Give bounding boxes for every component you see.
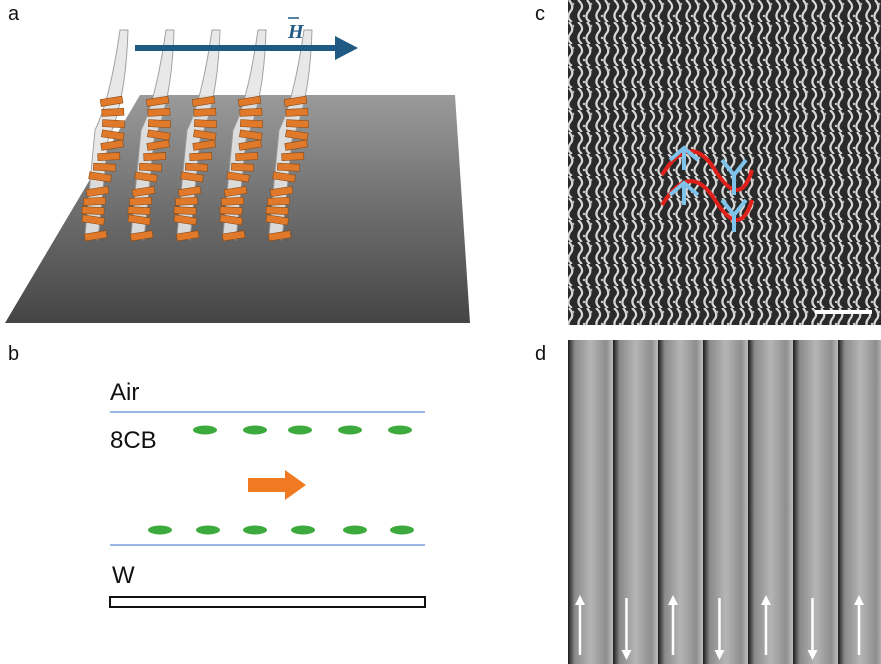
rod [174, 207, 196, 215]
rod [139, 163, 161, 171]
rod [82, 207, 104, 215]
molecule [243, 526, 267, 535]
molecule [390, 526, 414, 535]
molecule [148, 526, 172, 535]
stripe [748, 340, 793, 664]
molecule [288, 426, 312, 435]
rod [102, 108, 124, 116]
layer-label: Air [110, 379, 139, 406]
rod [129, 197, 151, 205]
rod [175, 197, 197, 205]
rod [148, 120, 170, 128]
panel-label: b [8, 343, 19, 365]
rod [190, 152, 212, 160]
layer-label: 8CB [110, 427, 157, 454]
molecule [291, 526, 315, 535]
rod [277, 163, 299, 171]
rod [144, 152, 166, 160]
stripes [568, 340, 881, 664]
rod [286, 108, 308, 116]
rod [185, 163, 207, 171]
page: {"panels": [ {"label": "a", "annotation"… [0, 0, 881, 664]
layer-label: W [112, 562, 135, 589]
molecule [196, 526, 220, 535]
panel-label: d [535, 343, 546, 365]
rod [282, 152, 304, 160]
rod [220, 207, 242, 215]
rod [267, 197, 289, 205]
rod [148, 108, 170, 116]
rod [194, 108, 216, 116]
field-arrowhead [335, 36, 358, 60]
rod [221, 197, 243, 205]
rod [83, 197, 105, 205]
rod [128, 207, 150, 215]
molecule [343, 526, 367, 535]
rod [102, 120, 124, 128]
molecule [243, 426, 267, 435]
panel-label: c [535, 3, 545, 25]
stripe [658, 340, 703, 664]
rod [240, 120, 262, 128]
rod [231, 163, 253, 171]
substrate [110, 597, 425, 607]
molecule [193, 426, 217, 435]
rod [286, 120, 308, 128]
rod [194, 120, 216, 128]
flow-arrow [248, 470, 306, 500]
field-label: H [287, 21, 305, 43]
figure: a H b Air 8CB W c d [0, 0, 881, 664]
molecule [388, 426, 412, 435]
stripe [793, 340, 838, 664]
rod [93, 163, 115, 171]
molecule [338, 426, 362, 435]
panel-label: a [8, 3, 20, 25]
stripe [703, 340, 748, 664]
stripe [568, 340, 613, 664]
stripe [613, 340, 658, 664]
rod [240, 108, 262, 116]
rod [266, 207, 288, 215]
rod [98, 152, 120, 160]
rod [236, 152, 258, 160]
